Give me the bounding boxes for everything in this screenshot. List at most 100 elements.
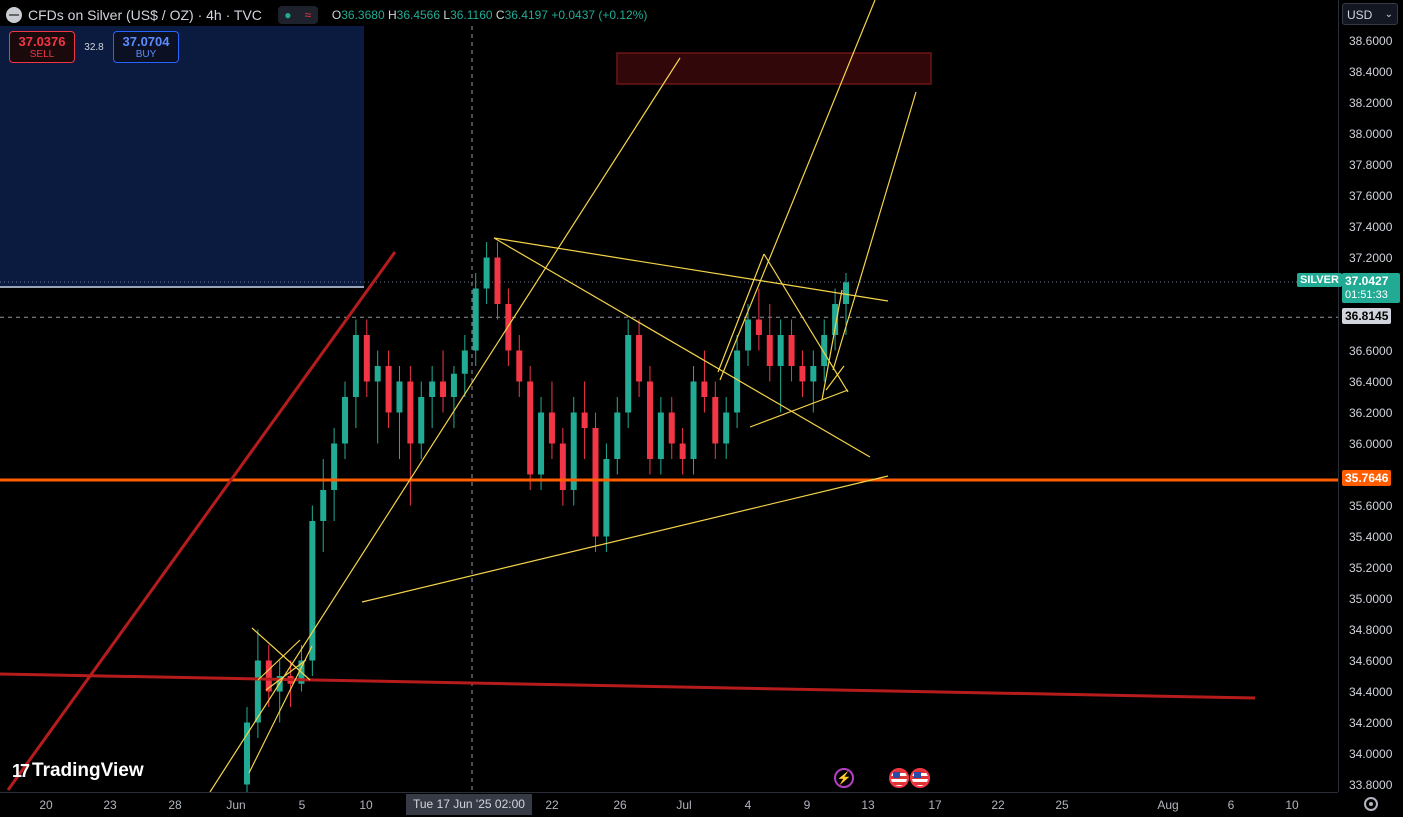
price-axis[interactable] (1338, 0, 1403, 792)
candle-body (450, 373, 457, 397)
candle-body (363, 335, 370, 382)
candle-body (636, 335, 643, 382)
trendline (361, 475, 889, 603)
candle-body (744, 319, 751, 351)
price-tick-label: 34.6000 (1349, 653, 1393, 668)
time-axis[interactable] (0, 792, 1338, 817)
price-tick-label: 37.2000 (1349, 250, 1393, 265)
price-tick-label: 38.2000 (1349, 95, 1393, 110)
candle-body (832, 304, 839, 335)
price-tick-label: 35.4000 (1349, 529, 1393, 544)
time-tick-label: 25 (1055, 798, 1069, 812)
candle-body (342, 397, 349, 444)
lightning-event-icon[interactable]: ⚡ (834, 768, 854, 788)
time-tick-label: 4 (744, 798, 752, 812)
buy-button[interactable]: 37.0704 BUY (113, 31, 179, 63)
price-tick-label: 35.0000 (1349, 591, 1393, 606)
time-tick-label: 5 (298, 798, 306, 812)
sell-price: 37.0376 (18, 34, 66, 49)
trendline (717, 253, 765, 373)
price-tick-label: 36.4000 (1349, 374, 1393, 389)
price-tick-label: 34.2000 (1349, 715, 1393, 730)
chart-legend: CFDs on Silver (US$ / OZ) · 4h · TVC ● ≈… (6, 5, 647, 25)
price-tick-label: 38.0000 (1349, 126, 1393, 141)
time-tick-label: 28 (168, 798, 182, 812)
ohlc-close: 36.4197 (504, 8, 548, 22)
candle-body (352, 335, 359, 397)
spread-value: 32.8 (84, 41, 104, 53)
time-tick-label: 13 (861, 798, 875, 812)
time-tick-label: 9 (803, 798, 811, 812)
tradingview-logo-icon: 17 (12, 760, 30, 781)
candle-body (821, 335, 828, 366)
trendline (493, 237, 871, 458)
candle-body (690, 381, 697, 459)
price-tick-label: 36.6000 (1349, 343, 1393, 358)
price-tick-label: 34.8000 (1349, 622, 1393, 637)
trendline (821, 289, 843, 401)
logo-text: TradingView (32, 760, 144, 781)
time-tick-label: 23 (103, 798, 117, 812)
symbol-price-tag: SILVER (1297, 273, 1342, 287)
ohlc-values: O36.3680 H36.4566 L36.1160 C36.4197 +0.0… (331, 8, 648, 22)
last-price-tag: 37.0427 01:51:33 (1342, 273, 1400, 303)
candle-body (788, 335, 795, 366)
trendline (763, 253, 849, 393)
candle-body (396, 381, 403, 413)
candle-body (603, 459, 610, 537)
price-tick-label: 37.8000 (1349, 157, 1393, 172)
ohlc-change: +0.0437 (+0.12%) (551, 8, 648, 22)
price-tick-label: 34.0000 (1349, 746, 1393, 761)
candle-body (407, 381, 414, 444)
candle-body (614, 412, 621, 459)
trendline (749, 389, 849, 428)
candle-body (723, 412, 730, 444)
candle-body (254, 660, 261, 723)
trendline (251, 627, 311, 681)
time-tick-label: Jun (226, 798, 246, 812)
candle-body (799, 366, 806, 382)
chart-canvas[interactable] (0, 0, 1338, 792)
candle-body (418, 397, 425, 444)
gear-icon[interactable] (1364, 797, 1378, 811)
candle-body (646, 381, 653, 459)
symbol-title[interactable]: CFDs on Silver (US$ / OZ) · 4h · TVC (28, 7, 262, 23)
trendline (257, 639, 301, 681)
tradingview-logo[interactable]: 17 TradingView (12, 760, 144, 782)
price-tick-label: 38.4000 (1349, 64, 1393, 79)
candle-body (570, 412, 577, 490)
time-tick-label: 10 (1285, 798, 1299, 812)
us-flag-event-icon[interactable] (889, 768, 909, 788)
ohlc-high: 36.4566 (396, 8, 441, 22)
buy-label: BUY (135, 49, 157, 60)
candle-body (331, 443, 338, 490)
price-tick-label: 37.6000 (1349, 188, 1393, 203)
ohlc-low: 36.1160 (450, 8, 493, 22)
trendline (832, 91, 917, 371)
time-tick-label: 6 (1227, 798, 1235, 812)
candle-body (429, 381, 436, 397)
candle-body (734, 350, 741, 413)
us-flag-event-icon[interactable] (910, 768, 930, 788)
candle-body (494, 257, 501, 304)
time-tick-label: 20 (39, 798, 53, 812)
status-pill[interactable]: ● ≈ (277, 6, 318, 24)
candle-body (668, 412, 675, 444)
price-tick-label: 34.4000 (1349, 684, 1393, 699)
countdown: 01:51:33 (1345, 289, 1388, 301)
trendline (825, 365, 845, 391)
last-price: 37.0427 (1345, 274, 1389, 288)
sell-button[interactable]: 37.0376 SELL (9, 31, 75, 63)
symbol-icon[interactable] (6, 7, 22, 23)
currency-select[interactable]: USD ⌄ (1342, 3, 1398, 25)
trendline (493, 237, 889, 302)
chevron-down-icon: ⌄ (1384, 9, 1393, 20)
trendline (209, 57, 681, 792)
price-tick-label: 33.8000 (1349, 777, 1393, 792)
price-tick-label: 38.6000 (1349, 33, 1393, 48)
chart-pane[interactable] (0, 0, 1338, 792)
trendline (265, 659, 307, 691)
currency-value: USD (1347, 8, 1373, 22)
trendline (248, 645, 313, 774)
ohlc-open: 36.3680 (341, 8, 385, 22)
